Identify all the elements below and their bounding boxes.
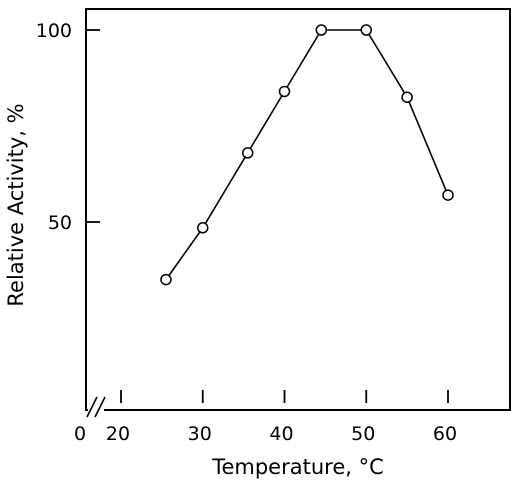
data-point-2 [241, 147, 254, 159]
data-point-4 [315, 24, 328, 36]
x-axis-break [86, 393, 106, 418]
series-0-line [165, 29, 449, 281]
data-point-3 [278, 85, 291, 98]
x-tick-label-60: 60 [433, 423, 457, 445]
x-origin-label: 0 [74, 423, 86, 445]
plot-frame [85, 8, 511, 411]
series-layer [160, 24, 454, 286]
y-axis-ticks: 50 100 [36, 20, 100, 234]
x-axis-title: Temperature, °C [211, 455, 384, 479]
y-axis-title: Relative Activity, % [4, 103, 28, 306]
axis-break-gap [88, 393, 104, 415]
data-point-5 [360, 24, 372, 36]
x-tick-label-30: 30 [188, 423, 212, 445]
x-tick-label-40: 40 [269, 423, 293, 445]
data-point-6 [401, 91, 413, 103]
data-point-7 [442, 189, 454, 201]
axis-break-slash-2 [94, 396, 106, 418]
data-point-1 [197, 222, 209, 234]
data-point-0 [160, 273, 172, 286]
y-tick-label-100: 100 [36, 20, 72, 42]
x-tick-label-20: 20 [106, 423, 130, 445]
x-tick-label-50: 50 [351, 423, 375, 445]
y-tick-label-50: 50 [48, 212, 72, 234]
axis-break-slash-1 [86, 396, 98, 418]
x-axis-ticks: 20 30 40 50 60 [106, 390, 457, 445]
